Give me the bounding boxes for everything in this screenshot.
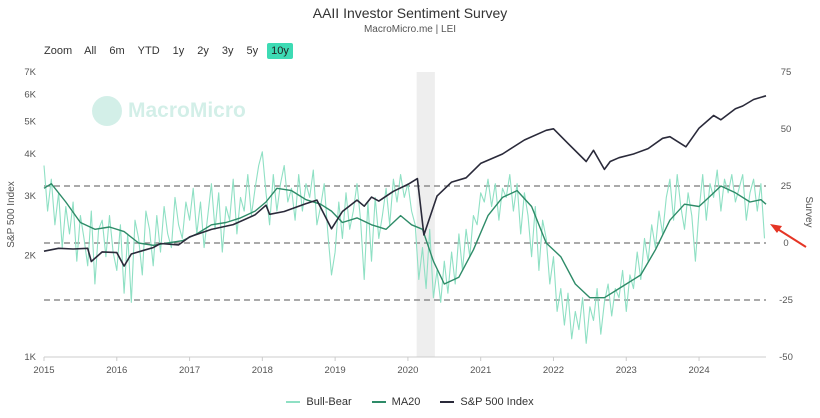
legend-label-bull-bear: Bull-Bear xyxy=(306,396,352,408)
macromicro-logo-icon xyxy=(92,96,122,126)
series-line-bull-bear xyxy=(43,151,766,344)
zoom-10y-button[interactable]: 10y xyxy=(267,43,293,59)
zoom-all-button[interactable]: All xyxy=(84,45,97,57)
x-tick-label: 2021 xyxy=(470,365,491,376)
zoom-2y-button[interactable]: 2y xyxy=(197,45,209,57)
x-tick-label: 2017 xyxy=(179,365,200,376)
chart-subtitle: MacroMicro.me | LEI xyxy=(363,24,457,35)
zoom-label: Zoom xyxy=(44,45,73,57)
legend-item-sp500[interactable]: S&P 500 Index xyxy=(440,396,534,408)
macromicro-watermark: MacroMicro xyxy=(92,96,246,126)
zoom-1y-button[interactable]: 1y xyxy=(172,45,185,57)
right-tick-label: 75 xyxy=(781,67,792,78)
x-tick-label: 2015 xyxy=(33,365,54,376)
x-tick-label: 2020 xyxy=(397,365,418,376)
x-tick-label: 2022 xyxy=(543,365,564,376)
x-tick-label: 2019 xyxy=(325,365,346,376)
x-tick-label: 2023 xyxy=(616,365,637,376)
watermark-text: MacroMicro xyxy=(128,99,246,122)
series-line-sp500 xyxy=(43,95,767,267)
right-axis-title: Survey xyxy=(803,196,814,227)
legend: Bull-Bear MA20 S&P 500 Index xyxy=(0,396,820,408)
legend-item-ma20[interactable]: MA20 xyxy=(371,396,421,408)
left-tick-label: 7K xyxy=(24,67,36,78)
left-tick-label: 6K xyxy=(24,90,36,101)
right-tick-label: -50 xyxy=(779,352,793,363)
zoom-6m-button[interactable]: 6m xyxy=(109,45,125,57)
legend-swatch-ma20 xyxy=(371,401,386,403)
legend-swatch-bull-bear xyxy=(286,401,301,403)
left-tick-label: 1K xyxy=(24,352,36,363)
right-tick-label: -25 xyxy=(779,295,793,306)
left-axis-title: S&P 500 Index xyxy=(6,181,17,248)
left-tick-label: 2K xyxy=(24,250,36,261)
legend-label-sp500: S&P 500 Index xyxy=(460,396,534,408)
x-tick-label: 2018 xyxy=(252,365,273,376)
right-tick-label: 25 xyxy=(781,181,792,192)
legend-label-ma20: MA20 xyxy=(391,396,421,408)
chart-title: AAII Investor Sentiment Survey xyxy=(312,5,508,21)
annotation-arrow-shaft xyxy=(775,227,807,248)
zoom-5y-button[interactable]: 5y xyxy=(246,45,259,57)
zoom-ytd-button[interactable]: YTD xyxy=(137,45,160,57)
right-tick-label: 0 xyxy=(783,238,788,249)
x-tick-label: 2024 xyxy=(688,365,709,376)
shaded-band xyxy=(416,72,435,357)
legend-swatch-sp500 xyxy=(440,401,455,403)
left-tick-label: 3K xyxy=(24,191,36,202)
zoom-3y-button[interactable]: 3y xyxy=(221,45,234,57)
x-tick-label: 2016 xyxy=(106,365,127,376)
zoom-bar: Zoom All 6m YTD 1y 2y 3y 5y 10y xyxy=(44,43,298,59)
legend-item-bull-bear[interactable]: Bull-Bear xyxy=(286,396,352,408)
series-line-ma20 xyxy=(43,182,767,299)
left-tick-label: 5K xyxy=(24,116,36,127)
right-tick-label: 50 xyxy=(781,124,792,135)
annotation-arrow-head xyxy=(770,224,782,233)
left-tick-label: 4K xyxy=(24,149,36,160)
